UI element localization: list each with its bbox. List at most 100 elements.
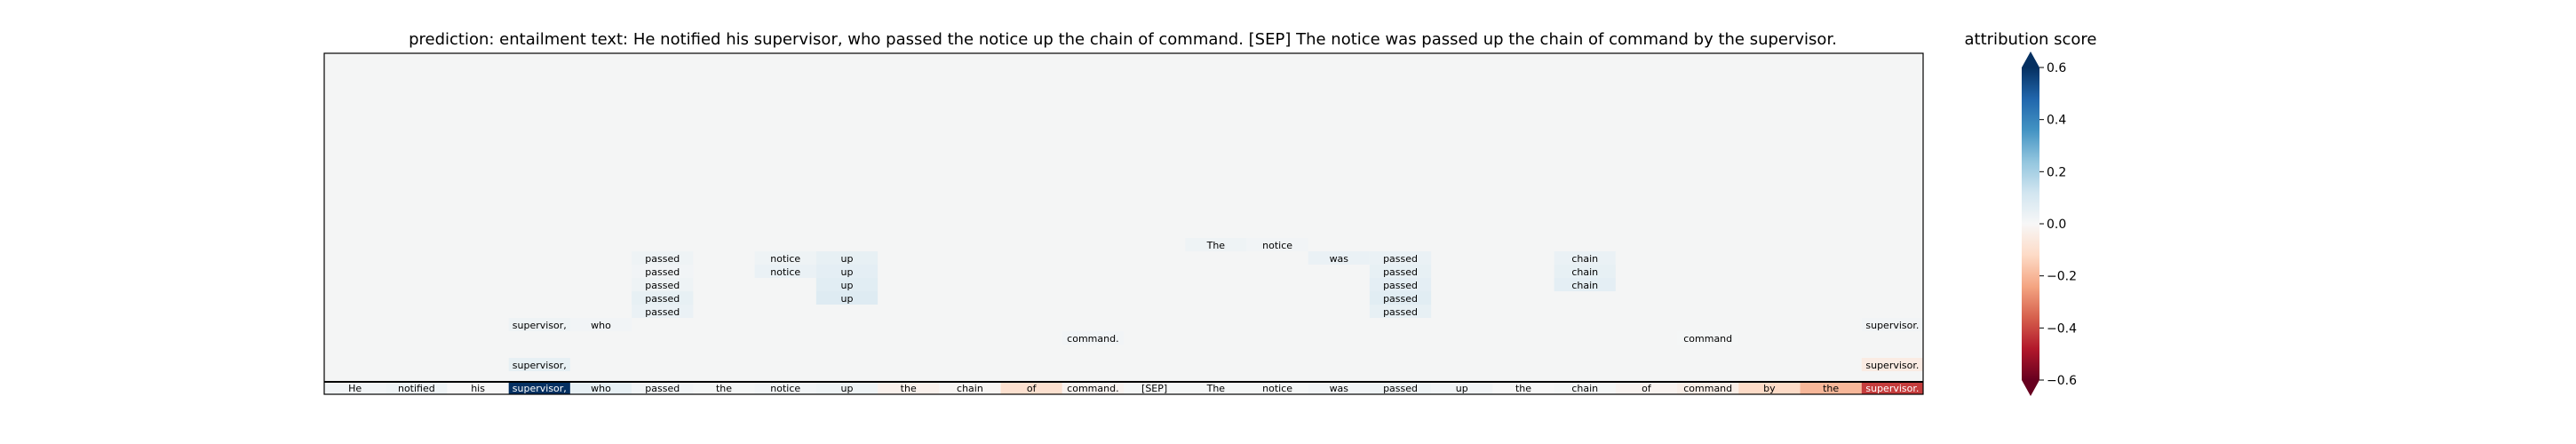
token-label: up: [1456, 383, 1468, 394]
attention-label: notice: [770, 266, 800, 278]
attention-label: passed: [645, 306, 680, 318]
token-cell: [569, 383, 632, 394]
token-cell: [1615, 383, 1678, 394]
attention-label: passed: [1383, 253, 1418, 265]
plot-frame: [323, 52, 1924, 395]
attention-cell: [1246, 238, 1308, 251]
attention-label: passed: [1383, 280, 1418, 291]
token-label: of: [1642, 383, 1652, 394]
attention-cell: [508, 358, 570, 371]
attention-cell: [1185, 238, 1247, 251]
colorbar: [2022, 67, 2039, 380]
attention-label: chain: [1571, 266, 1598, 278]
token-label: notice: [1262, 383, 1292, 394]
token-label: the: [1823, 383, 1839, 394]
token-cell: [1492, 383, 1554, 394]
attention-cell: [1308, 251, 1370, 265]
token-label: his: [471, 383, 485, 394]
token-cell: [1124, 383, 1186, 394]
colorbar-tick-label: 0.2: [2047, 165, 2066, 179]
attention-cell: [1369, 278, 1432, 291]
attention-label: passed: [645, 280, 680, 291]
token-label: The: [1206, 383, 1226, 394]
heatmap-cells: [324, 238, 1923, 394]
token-label: supervisor,: [513, 383, 567, 394]
attention-cell: [632, 291, 694, 305]
attention-label: up: [840, 293, 853, 305]
token-cell: [1308, 383, 1370, 394]
token-cell: [939, 383, 1001, 394]
token-cell: [1369, 383, 1432, 394]
token-cell: [815, 383, 879, 394]
attention-cell: [815, 291, 879, 305]
token-cell: [1246, 383, 1308, 394]
token-cell: [1738, 383, 1801, 394]
attention-label: notice: [1262, 240, 1292, 251]
attention-label: passed: [645, 293, 680, 305]
attention-label: who: [591, 320, 611, 331]
token-label: the: [1515, 383, 1531, 394]
chart-title: prediction: entailment text: He notified…: [409, 30, 1837, 49]
attention-label: supervisor.: [1865, 360, 1919, 371]
token-label: by: [1763, 383, 1776, 394]
token-label: the: [716, 383, 732, 394]
token-cell: [1861, 383, 1923, 394]
token-label: [SEP]: [1141, 383, 1167, 394]
token-cell: [632, 383, 694, 394]
attention-label: supervisor,: [513, 320, 567, 331]
token-cell: [1677, 383, 1739, 394]
token-cell: [447, 383, 509, 394]
attention-label: command: [1683, 333, 1732, 345]
token-label: of: [1027, 383, 1038, 394]
token-label: supervisor.: [1865, 383, 1919, 394]
attention-cell: [1061, 331, 1124, 345]
token-label: notified: [398, 383, 435, 394]
attention-label: The: [1206, 240, 1226, 251]
attention-cell: [569, 318, 632, 331]
token-label: up: [840, 383, 853, 394]
token-label: He: [348, 383, 362, 394]
attention-cell: [632, 251, 694, 265]
attention-cell: [1861, 358, 1923, 371]
attention-cell: [1369, 265, 1432, 278]
colorbar-tick-label: −0.2: [2047, 270, 2077, 284]
token-label: who: [591, 383, 611, 394]
colorbar-tick-label: 0.4: [2047, 114, 2066, 128]
token-cell: [1185, 383, 1247, 394]
token-cell: [508, 383, 570, 394]
token-cell: [693, 383, 755, 394]
heatmap-cell-labels: He notified his supervisor, who passed the noti…: [348, 240, 1919, 394]
token-label: command: [1683, 383, 1732, 394]
token-cell: [386, 383, 448, 394]
attention-label: up: [840, 280, 853, 291]
colorbar-tick-label: −0.4: [2047, 321, 2077, 336]
colorbar-tick-label: 0.6: [2047, 61, 2066, 75]
token-cell: [1061, 383, 1124, 394]
colorbar-ticks: −0.6 −0.4 −0.2 0.0 0.2 0.4 0.6: [2039, 61, 2077, 388]
attention-label: chain: [1571, 253, 1598, 265]
attention-label: supervisor.: [1865, 320, 1919, 331]
token-label: passed: [645, 383, 680, 394]
colorbar-tick-label: −0.6: [2047, 374, 2077, 388]
attention-cell: [815, 265, 879, 278]
token-label: passed: [1383, 383, 1418, 394]
token-label: chain: [957, 383, 983, 394]
colorbar-extend-top: [2022, 52, 2039, 67]
attention-cell: [1554, 278, 1616, 291]
token-cell: [1431, 383, 1493, 394]
attention-cell: [1369, 305, 1432, 318]
attention-label: notice: [770, 253, 800, 265]
attention-label: chain: [1571, 280, 1598, 291]
attention-label: passed: [645, 253, 680, 265]
colorbar-title: attribution score: [1965, 30, 2097, 49]
attention-label: up: [840, 253, 853, 265]
token-cell: [1554, 383, 1616, 394]
attention-label: up: [840, 266, 853, 278]
attention-cell: [1369, 251, 1432, 265]
attention-cell: [815, 251, 879, 265]
attention-cell: [632, 305, 694, 318]
attention-cell: [1554, 265, 1616, 278]
token-label: was: [1330, 383, 1349, 394]
attention-label: was: [1330, 253, 1349, 265]
